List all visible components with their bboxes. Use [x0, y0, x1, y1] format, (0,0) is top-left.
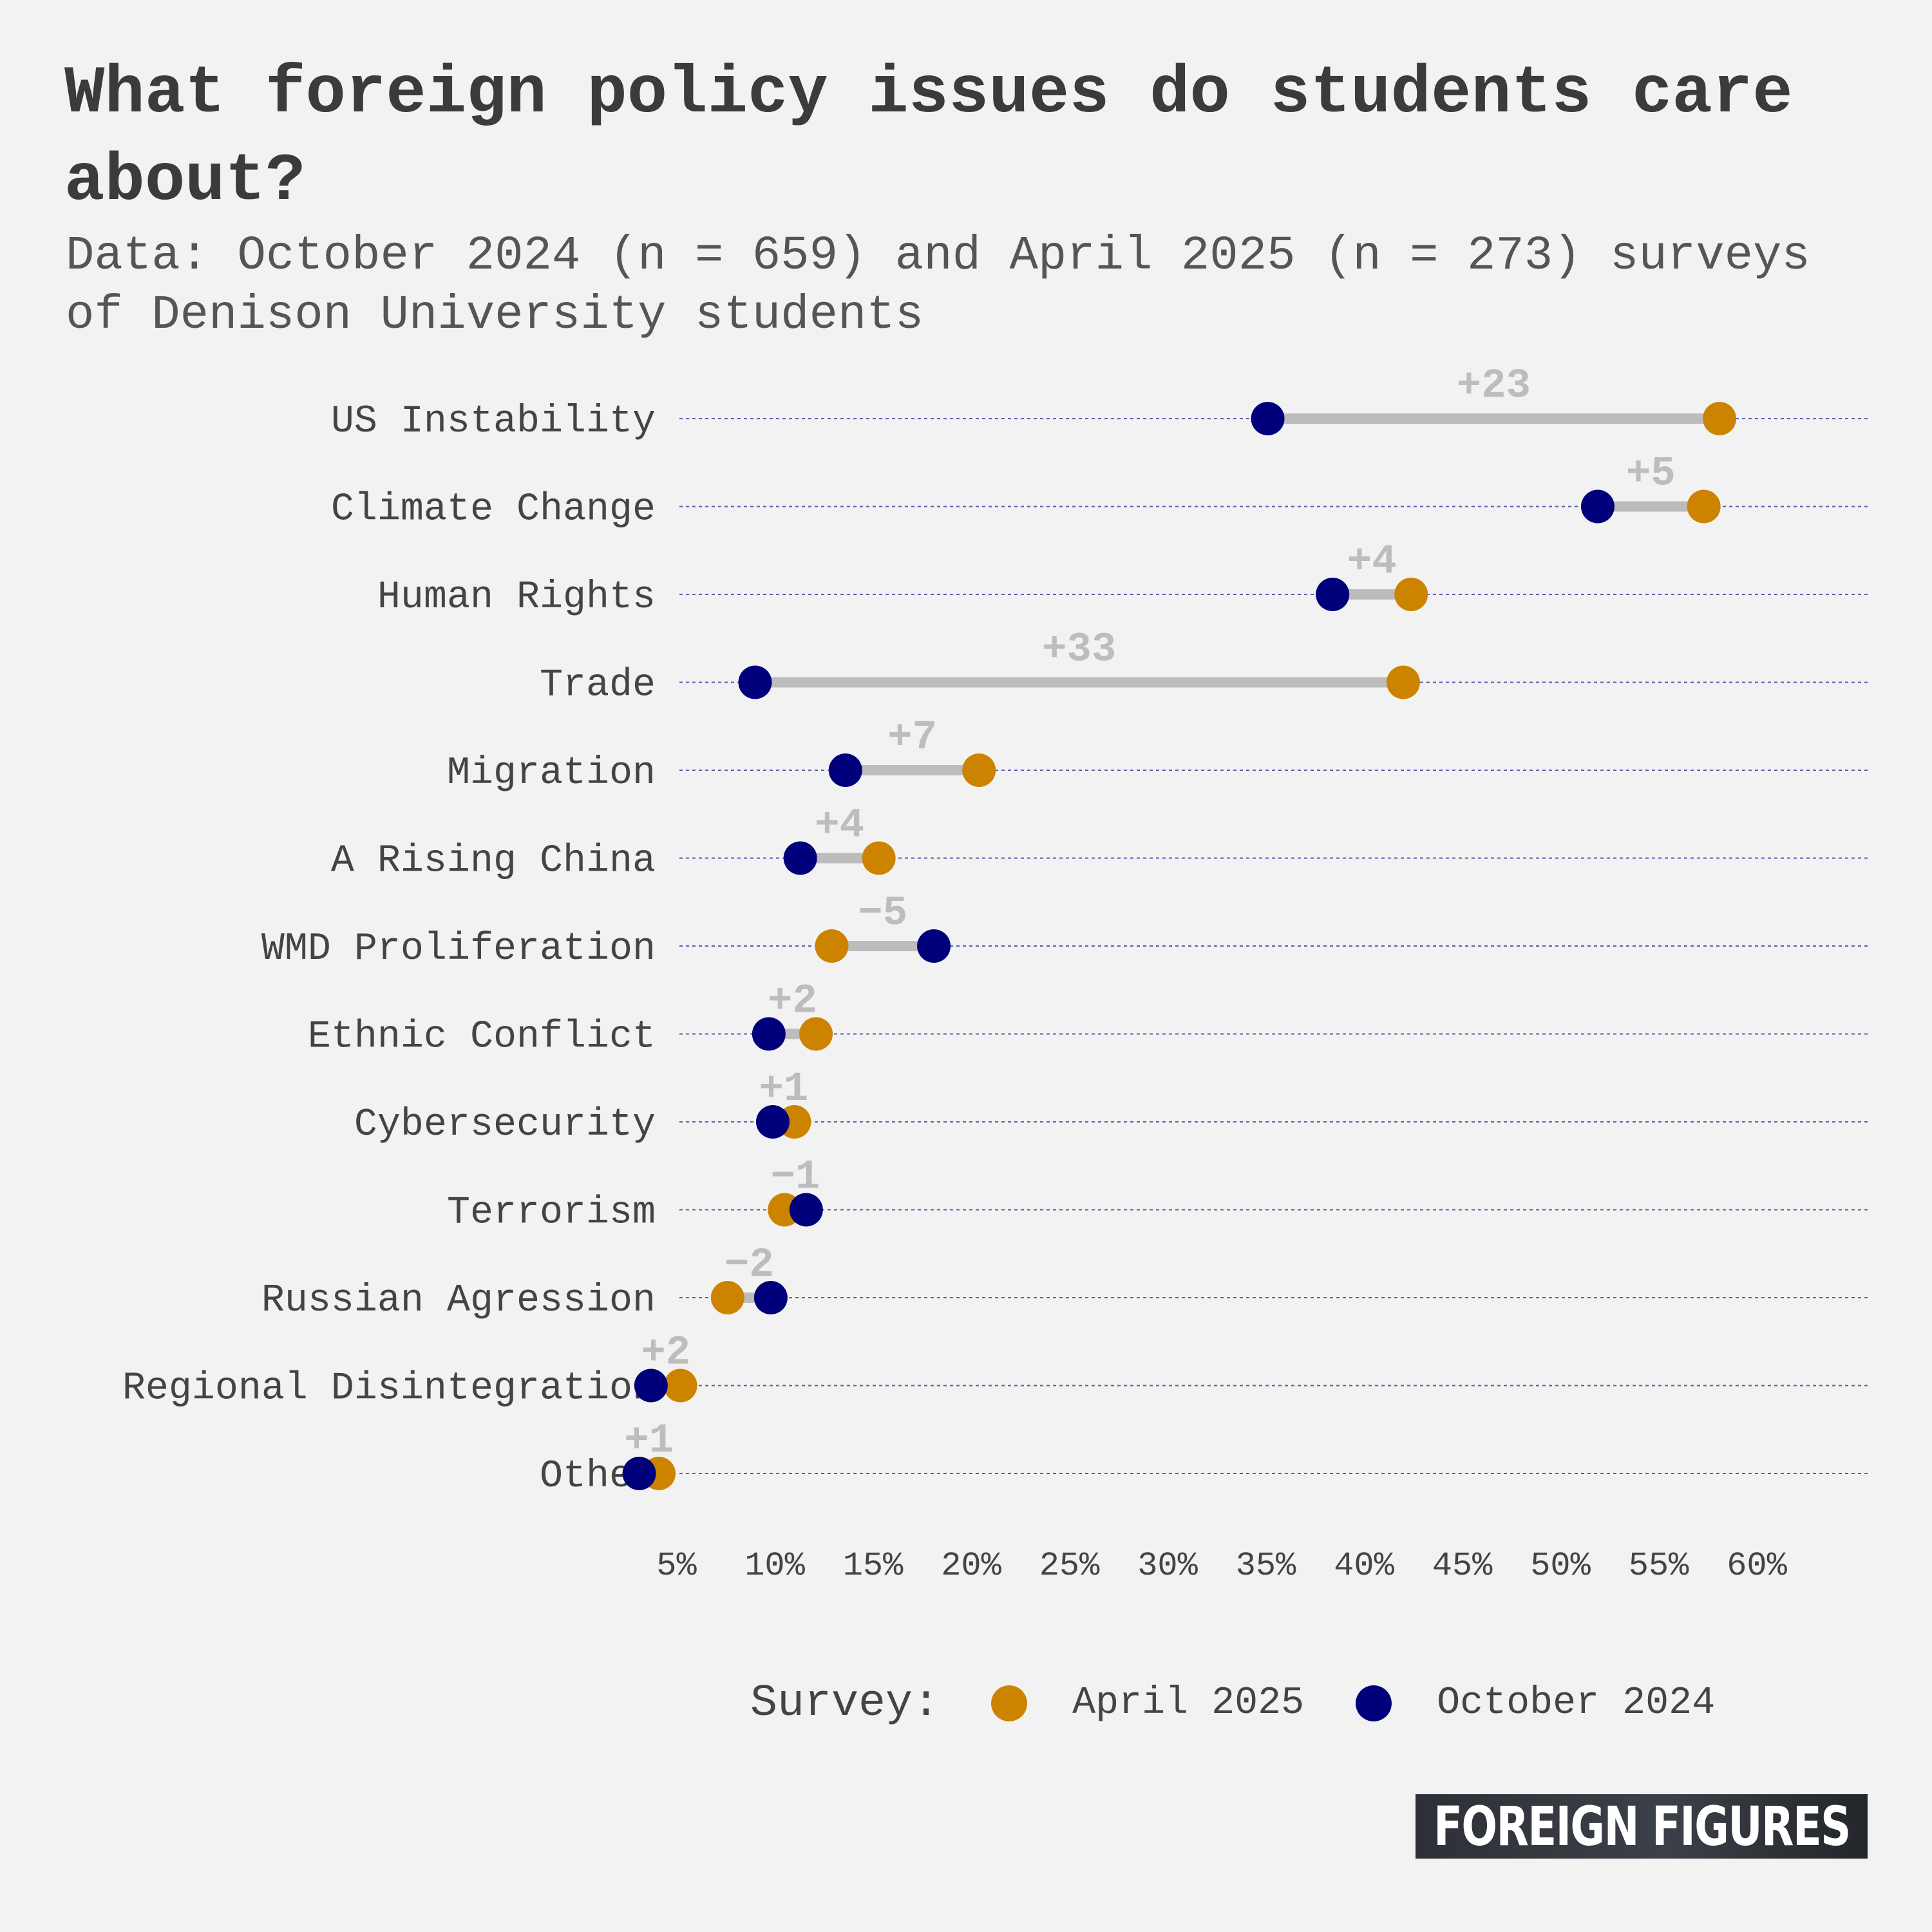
october-point-cybersecurity	[755, 1105, 790, 1139]
diff-label-human-rights: +4	[1347, 539, 1397, 585]
legend-october-marker	[1356, 1685, 1392, 1721]
april-point-russian-agression	[710, 1281, 744, 1314]
category-label-human-rights: Human Rights	[377, 576, 656, 620]
x-tick-label: 30%	[1137, 1547, 1198, 1585]
x-tick-label: 45%	[1432, 1547, 1493, 1585]
october-point-human-rights	[1316, 578, 1350, 611]
april-point-climate-change	[1687, 489, 1721, 524]
diff-label-other: +1	[624, 1418, 674, 1464]
x-tick-label: 10%	[744, 1547, 805, 1585]
x-tick-label: 50%	[1530, 1547, 1591, 1585]
category-label-a-rising-china: A Rising China	[331, 840, 656, 884]
october-point-terrorism	[789, 1193, 823, 1227]
logo-text: FOREIGN FIGURES	[1433, 1795, 1851, 1858]
october-point-russian-agression	[753, 1281, 788, 1314]
october-point-wmd-proliferation	[917, 929, 951, 963]
diff-label-trade: +33	[1042, 627, 1116, 674]
legend-october-label: October 2024	[1437, 1681, 1716, 1725]
diff-label-us-instability: +23	[1457, 363, 1531, 410]
october-point-other	[622, 1457, 656, 1490]
category-label-climate-change: Climate Change	[331, 488, 656, 532]
category-label-trade: Trade	[540, 664, 656, 708]
legend-title: Survey:	[750, 1678, 940, 1729]
october-point-migration	[828, 753, 862, 787]
october-point-trade	[738, 665, 772, 699]
diff-label-terrorism: −1	[771, 1155, 820, 1201]
x-tick-label: 15%	[843, 1547, 904, 1585]
x-tick-label: 20%	[941, 1547, 1001, 1585]
october-point-ethnic-conflict	[752, 1017, 786, 1051]
april-point-us-instability	[1703, 402, 1737, 435]
category-label-wmd-proliferation: WMD Proliferation	[261, 927, 656, 971]
april-point-regional-disintegration	[663, 1368, 697, 1403]
diff-label-a-rising-china: +4	[815, 803, 864, 849]
october-point-regional-disintegration	[634, 1368, 668, 1403]
october-point-us-instability	[1251, 402, 1285, 435]
april-point-wmd-proliferation	[815, 929, 849, 963]
category-label-us-instability: US Instability	[331, 400, 656, 444]
foreign-figures-logo: FOREIGN FIGURES	[1416, 1794, 1868, 1859]
x-tick-label: 40%	[1334, 1547, 1394, 1585]
diff-label-climate-change: +5	[1626, 451, 1676, 498]
legend-april-marker	[991, 1685, 1028, 1721]
diff-label-migration: +7	[887, 715, 937, 761]
chart-title: What foreign policy issues do students c…	[64, 56, 1793, 220]
x-tick-label: 55%	[1629, 1547, 1689, 1585]
x-tick-label: 35%	[1236, 1547, 1296, 1585]
october-point-climate-change	[1580, 489, 1615, 524]
april-point-a-rising-china	[862, 841, 896, 875]
category-label-ethnic-conflict: Ethnic Conflict	[308, 1016, 656, 1059]
april-point-ethnic-conflict	[799, 1017, 833, 1051]
category-label-migration: Migration	[447, 752, 656, 795]
x-tick-label: 25%	[1039, 1547, 1100, 1585]
april-point-migration	[962, 753, 996, 787]
category-label-cybersecurity: Cybersecurity	[354, 1103, 656, 1147]
diff-label-ethnic-conflict: +2	[768, 979, 817, 1025]
category-label-russian-agression: Russian Agression	[261, 1279, 656, 1323]
legend-april-label: April 2025	[1072, 1681, 1305, 1725]
october-point-a-rising-china	[783, 841, 817, 875]
diff-label-russian-agression: −2	[724, 1242, 774, 1289]
chart-subtitle: Data: October 2024 (n = 659) and April 2…	[66, 229, 1810, 343]
april-point-trade	[1387, 665, 1420, 699]
dumbbell-chart: US Instability +23 Climate Change +5 Human R…	[122, 363, 1868, 1585]
diff-label-wmd-proliferation: −5	[858, 891, 907, 937]
april-point-human-rights	[1394, 578, 1428, 611]
category-label-terrorism: Terrorism	[447, 1191, 656, 1235]
x-tick-label: 60%	[1727, 1547, 1787, 1585]
diff-label-cybersecurity: +1	[759, 1066, 808, 1113]
x-tick-label: 5%	[656, 1547, 697, 1585]
legend: Survey: April 2025 October 2024	[750, 1674, 1766, 1732]
diff-label-regional-disintegration: +2	[641, 1331, 690, 1377]
category-label-regional-disintegration: Regional Disintegration	[122, 1367, 656, 1411]
